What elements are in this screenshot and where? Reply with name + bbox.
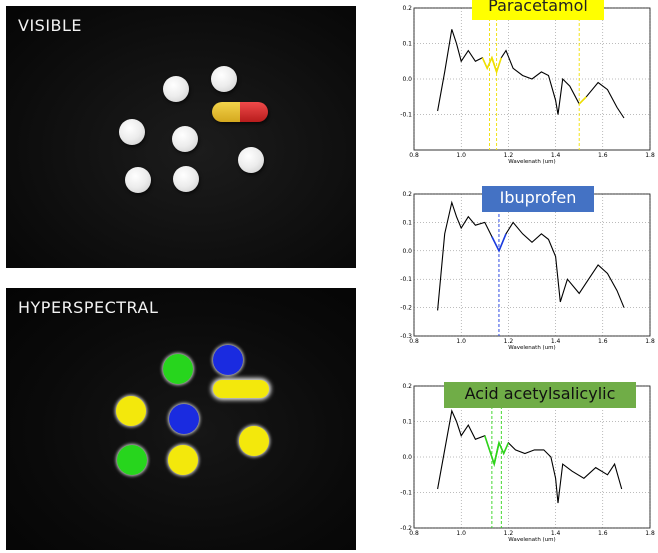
y-tick-label: 0.0 (402, 76, 412, 83)
x-axis-label: Wavelenath (um) (508, 537, 555, 543)
y-tick-label: -0.1 (400, 112, 412, 119)
x-tick-label: 1.6 (598, 530, 608, 537)
x-tick-label: 1.6 (598, 152, 608, 159)
x-tick-label: 1.8 (645, 530, 655, 537)
y-tick-label: 0.2 (402, 5, 412, 12)
yellow-classified-tablet (168, 445, 198, 475)
acid-acetylsalicylic-spectrum-svg: 0.8 1.0 1.2 1.4 1.6 1.8 0.2 0.1 0.0 -0.1 -0.2 Wavel… (400, 383, 655, 543)
y-tick-label: 0.0 (402, 454, 412, 461)
y-tick-label: 0.1 (402, 419, 412, 426)
green-classified-tablet (117, 445, 147, 475)
x-tick-label: 1.4 (551, 530, 561, 537)
y-tick-label: 0.2 (402, 383, 412, 390)
x-tick-label: 1.8 (645, 338, 655, 345)
x-tick-label: 0.8 (409, 530, 419, 537)
hyperspectral-panel: HYPERSPECTRAL (6, 288, 356, 550)
blue-classified-tablet (213, 345, 243, 375)
red-yellow-capsule (212, 102, 268, 122)
x-tick-label: 1.6 (598, 338, 608, 345)
x-tick-label: 1.2 (504, 152, 514, 159)
x-axis-label: Wavelenath (um) (508, 159, 555, 165)
ibuprofen-label: Ibuprofen (482, 186, 594, 212)
x-tick-label: 1.0 (456, 338, 466, 345)
hyper-panel-title: HYPERSPECTRAL (18, 298, 159, 317)
y-tick-label: -0.2 (400, 525, 412, 532)
y-tick-label: -0.3 (400, 333, 412, 340)
x-tick-label: 1.2 (504, 338, 514, 345)
white-tablet (163, 76, 189, 102)
green-classified-tablet (163, 354, 193, 384)
white-tablet (172, 126, 198, 152)
paracetamol-spectrum-svg: 0.8 1.0 1.2 1.4 1.6 1.8 0.2 0.1 0.0 -0.1 Wavelenat… (400, 5, 655, 165)
ibuprofen-spectrum-svg: 0.8 1.0 1.2 1.4 1.6 1.8 0.2 0.1 0.0 -0.1 -0.2 -0.3 W… (400, 191, 655, 351)
spectrum-line (437, 409, 623, 504)
yellow-classified-tablet (116, 396, 146, 426)
white-tablet (211, 66, 237, 92)
y-tick-label: -0.1 (400, 490, 412, 497)
x-tick-label: 0.8 (409, 338, 419, 345)
y-tick-label: 0.1 (402, 219, 412, 226)
white-tablet (238, 147, 264, 173)
visible-panel-title: VISIBLE (18, 16, 83, 35)
paracetamol-label: Paracetamol (472, 0, 604, 20)
x-axis-label: Wavelenath (um) (508, 345, 555, 351)
acid-acetylsalicylic-spectrum-chart: 0.8 1.0 1.2 1.4 1.6 1.8 0.2 0.1 0.0 -0.1 -0.2 Wavel… (392, 378, 658, 543)
y-tick-label: -0.2 (400, 305, 412, 312)
x-tick-label: 1.4 (551, 152, 561, 159)
white-tablet (173, 166, 199, 192)
x-tick-label: 0.8 (409, 152, 419, 159)
highlight-segment (578, 96, 587, 105)
yellow-classified-capsule (213, 380, 269, 398)
x-tick-label: 1.8 (645, 152, 655, 159)
visible-photo-panel: VISIBLE (6, 6, 356, 268)
y-tick-label: 0.0 (402, 248, 412, 255)
blue-classified-tablet (169, 404, 199, 434)
white-tablet (125, 167, 151, 193)
x-tick-label: 1.0 (456, 530, 466, 537)
yellow-classified-tablet (239, 426, 269, 456)
x-tick-label: 1.0 (456, 152, 466, 159)
paracetamol-spectrum-chart: 0.8 1.0 1.2 1.4 1.6 1.8 0.2 0.1 0.0 -0.1 Wavelenat… (392, 0, 658, 165)
acid-acetylsalicylic-label: Acid acetylsalicylic (444, 382, 636, 408)
plot-frame (413, 193, 651, 337)
y-tick-label: 0.1 (402, 41, 412, 48)
white-tablet (119, 119, 145, 145)
ibuprofen-spectrum-chart: 0.8 1.0 1.2 1.4 1.6 1.8 0.2 0.1 0.0 -0.1 -0.2 -0.3 W… (392, 186, 658, 351)
y-tick-label: -0.1 (400, 276, 412, 283)
x-tick-label: 1.4 (551, 338, 561, 345)
highlight-segment (491, 57, 503, 75)
y-tick-label: 0.2 (402, 191, 412, 198)
spectrum-line (437, 200, 625, 311)
x-tick-label: 1.2 (504, 530, 514, 537)
